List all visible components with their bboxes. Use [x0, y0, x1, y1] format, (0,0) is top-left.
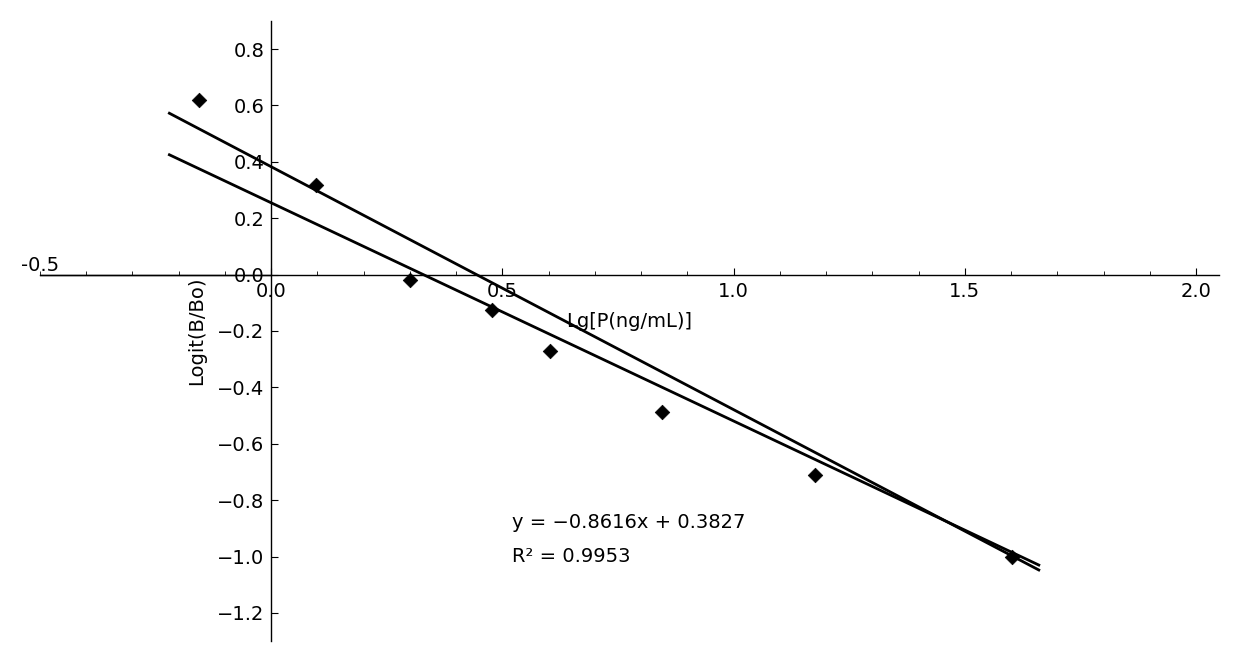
Text: R² = 0.9953: R² = 0.9953 — [512, 547, 630, 566]
Point — [1002, 552, 1022, 563]
Point — [652, 407, 672, 418]
Text: -0.5: -0.5 — [21, 256, 60, 275]
X-axis label: Lg[P(ng/mL)]: Lg[P(ng/mL)] — [567, 312, 692, 330]
Point — [482, 305, 502, 315]
Point — [805, 470, 825, 481]
Y-axis label: Logit(B/Bo): Logit(B/Bo) — [187, 277, 206, 385]
Point — [539, 346, 559, 356]
Text: y = −0.8616x + 0.3827: y = −0.8616x + 0.3827 — [512, 513, 745, 532]
Point — [306, 179, 326, 190]
Point — [401, 274, 420, 285]
Point — [190, 95, 210, 105]
